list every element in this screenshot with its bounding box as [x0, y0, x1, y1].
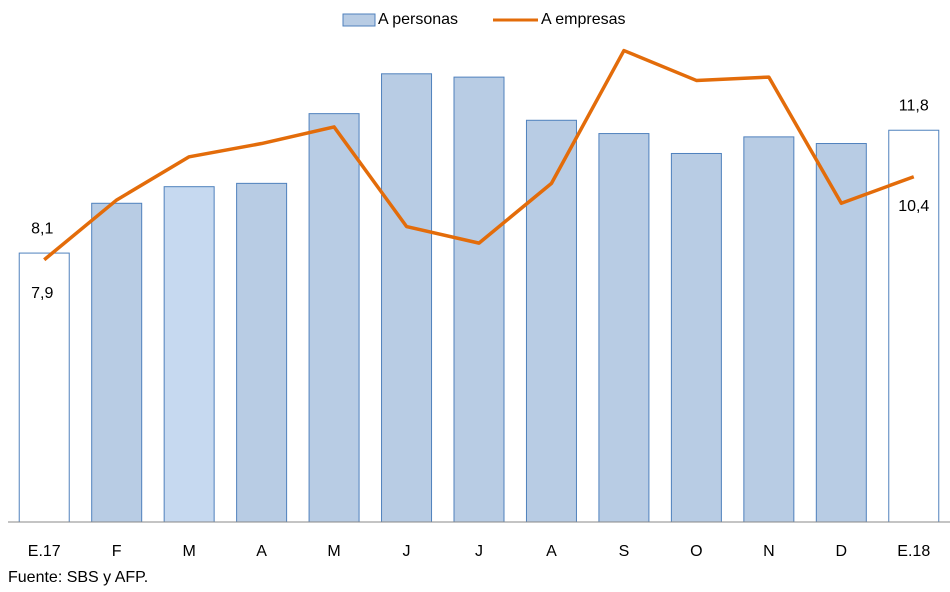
- bar: [525, 119, 577, 523]
- legend-label: A personas: [378, 11, 458, 28]
- bar: [598, 133, 650, 523]
- data-label: 11,8: [899, 97, 929, 114]
- x-tick-label: O: [690, 543, 702, 560]
- x-tick-label: A: [256, 543, 267, 560]
- data-label: 7,9: [31, 285, 53, 302]
- bar: [888, 129, 940, 523]
- x-tick-label: F: [112, 543, 122, 560]
- x-tick-label: M: [327, 543, 340, 560]
- x-tick-label: E.17: [28, 543, 61, 560]
- x-tick-label: E.18: [897, 543, 930, 560]
- data-label: 8,1: [31, 220, 53, 237]
- legend-label: A empresas: [541, 11, 625, 28]
- bar: [453, 76, 505, 523]
- line: [43, 48, 915, 262]
- x-tick-label: A: [546, 543, 557, 560]
- bar: [670, 152, 722, 523]
- legend-swatch: [342, 13, 376, 27]
- bar: [381, 73, 433, 523]
- x-tick-label: M: [182, 543, 195, 560]
- bar: [308, 113, 360, 523]
- x-tick-label: N: [763, 543, 775, 560]
- data-label: 10,4: [898, 198, 929, 215]
- bar: [91, 202, 143, 523]
- x-tick-label: D: [836, 543, 848, 560]
- x-tick-label: J: [403, 543, 411, 560]
- x-tick-label: J: [475, 543, 483, 560]
- source-note: Fuente: SBS y AFP.: [8, 569, 148, 586]
- bar: [236, 182, 288, 523]
- bar: [743, 136, 795, 523]
- x-tick-label: S: [619, 543, 630, 560]
- bar: [163, 186, 215, 523]
